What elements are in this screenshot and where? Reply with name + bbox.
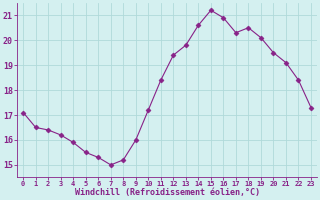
X-axis label: Windchill (Refroidissement éolien,°C): Windchill (Refroidissement éolien,°C) xyxy=(75,188,260,197)
